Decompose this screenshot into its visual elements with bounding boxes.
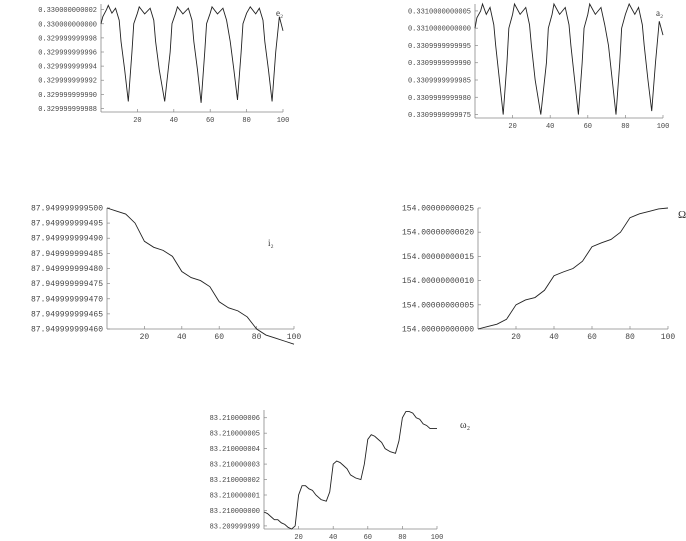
y-tick-label: 87.949999999485 — [31, 250, 103, 259]
y-tick-label: 0.329999999988 — [38, 106, 97, 114]
y-tick-label: 0.330000000000 — [38, 21, 97, 29]
x-tick-label: 40 — [549, 333, 559, 342]
series-line-a2 — [474, 2, 664, 115]
x-tick-label: 60 — [584, 123, 592, 131]
y-tick-label: 0.329999999998 — [38, 35, 97, 43]
x-tick-label: 100 — [277, 117, 290, 125]
y-tick-label: 154.00000000025 — [402, 205, 474, 214]
x-tick-label: 40 — [546, 123, 554, 131]
x-tick-label: 20 — [511, 333, 521, 342]
y-tick-label: 87.949999999475 — [31, 280, 103, 289]
chart-i2: 20 40 60 80 100 87.949999999500 87.94999999949… — [31, 205, 301, 345]
y-tick-label: 83.210000002 — [210, 477, 260, 485]
chart-Omega2: 20 40 60 80 100 154.00000000025 154.0000000002… — [402, 205, 686, 343]
y-tick-label: 154.00000000015 — [402, 253, 474, 262]
y-tick-label: 154.00000000020 — [402, 229, 474, 238]
y-tick-label: 87.949999999470 — [31, 295, 103, 304]
series-line-omega2 — [263, 411, 437, 530]
chart-a2: 20 40 60 80 100 0.3310000000005 0.331000000000… — [408, 2, 670, 131]
y-tick-label: 0.3310000000005 — [408, 8, 471, 16]
y-tick-label: 0.330000000002 — [38, 7, 97, 15]
y-tick-label: 0.3309999999980 — [408, 95, 471, 103]
axis-label-Omega2: Ω — [678, 209, 686, 221]
axis-label-i2: i₂ — [268, 238, 274, 248]
chart-e2: 20 40 60 80 100 0.330000000002 0.330000000000 0… — [38, 4, 289, 125]
y-tick-label: 87.949999999465 — [31, 310, 103, 319]
y-tick-label: 87.949999999490 — [31, 235, 103, 244]
y-tick-label: 154.00000000010 — [402, 277, 474, 286]
y-tick-label: 87.949999999500 — [31, 205, 103, 214]
x-tick-label: 60 — [206, 117, 214, 125]
x-tick-label: 60 — [214, 333, 224, 342]
axis-label-e2: e₂ — [276, 8, 283, 18]
chart-omega2: 20 40 60 80 100 83.210000006 83.210000005 83.21… — [210, 410, 470, 541]
series-line-i2 — [106, 207, 295, 345]
x-tick-label: 20 — [294, 534, 302, 541]
x-tick-label: 80 — [252, 333, 262, 342]
y-tick-label: 83.210000001 — [210, 493, 260, 501]
y-tick-label: 83.209999999 — [210, 523, 260, 531]
y-tick-label: 0.3309999999985 — [408, 78, 471, 86]
x-tick-label: 40 — [329, 534, 337, 541]
x-tick-label: 40 — [170, 117, 178, 125]
x-tick-label: 80 — [242, 117, 250, 125]
x-tick-label: 20 — [133, 117, 141, 125]
y-tick-label: 0.329999999994 — [38, 64, 97, 72]
y-tick-label: 83.210000003 — [210, 462, 260, 470]
x-tick-label: 80 — [625, 333, 635, 342]
y-tick-label: 154.00000000000 — [402, 326, 474, 335]
x-tick-label: 80 — [621, 123, 629, 131]
x-tick-label: 20 — [140, 333, 150, 342]
series-line-e2 — [100, 4, 284, 103]
y-tick-label: 83.210000006 — [210, 415, 260, 423]
y-tick-label: 0.3309999999975 — [408, 112, 471, 120]
x-tick-label: 60 — [364, 534, 372, 541]
y-tick-label: 0.3309999999995 — [408, 43, 471, 51]
x-tick-label: 100 — [431, 534, 444, 541]
y-tick-label: 0.3309999999990 — [408, 60, 471, 68]
x-tick-label: 100 — [287, 333, 302, 342]
y-tick-label: 0.329999999992 — [38, 78, 97, 86]
y-tick-label: 83.210000004 — [210, 446, 260, 454]
x-tick-label: 80 — [398, 534, 406, 541]
y-tick-label: 87.949999999460 — [31, 326, 103, 335]
y-tick-label: 87.949999999480 — [31, 265, 103, 274]
series-line-Omega2 — [477, 207, 669, 330]
y-tick-label: 83.210000000 — [210, 508, 260, 516]
x-tick-label: 60 — [587, 333, 597, 342]
x-tick-label: 100 — [657, 123, 670, 131]
y-tick-label: 0.329999999996 — [38, 50, 97, 58]
axis-label-a2: a₂ — [656, 8, 663, 18]
y-tick-label: 154.00000000005 — [402, 301, 474, 310]
x-tick-label: 100 — [661, 333, 676, 342]
y-tick-label: 83.210000005 — [210, 431, 260, 439]
axis-label-omega2: ω₂ — [460, 420, 470, 431]
x-tick-label: 40 — [177, 333, 187, 342]
y-tick-label: 0.3310000000000 — [408, 26, 471, 34]
x-tick-label: 20 — [508, 123, 516, 131]
y-tick-label: 0.329999999990 — [38, 92, 97, 100]
y-tick-label: 87.949999999495 — [31, 220, 103, 229]
